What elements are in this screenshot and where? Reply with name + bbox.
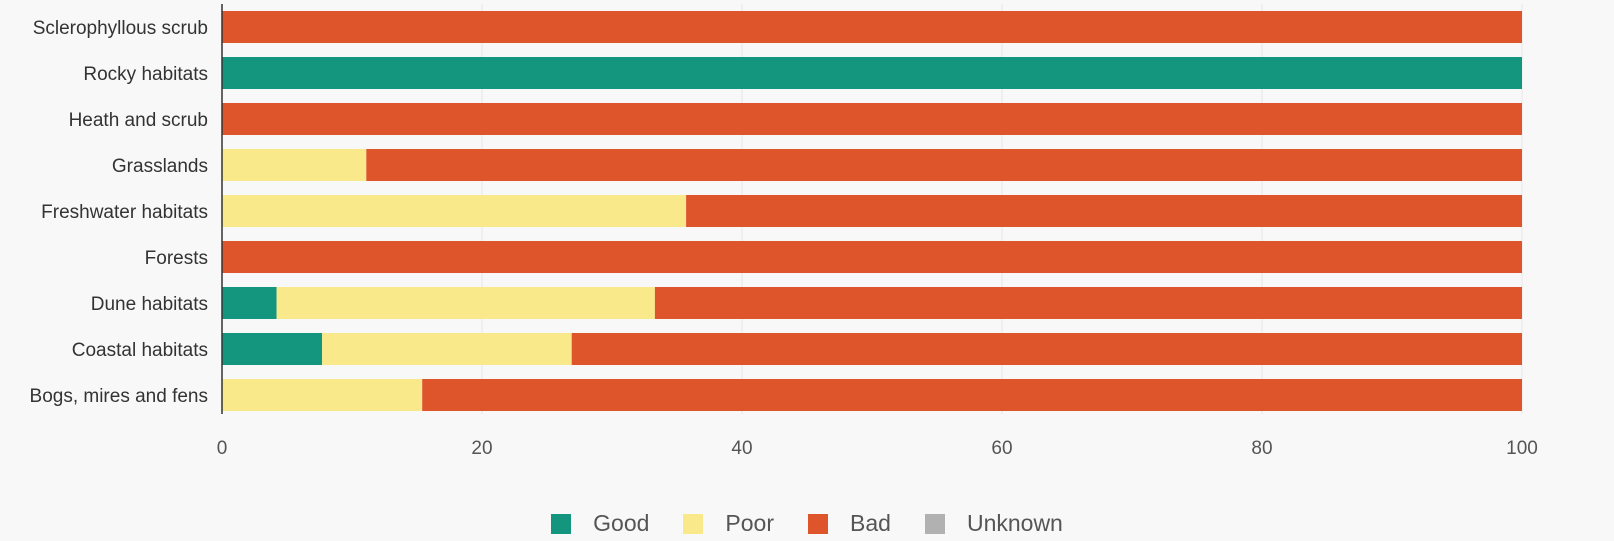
bar-segment-bad bbox=[571, 333, 1522, 365]
stacked-bar-chart: Sclerophyllous scrub Rocky habitats Heath … bbox=[30, 4, 1538, 459]
bar-segment-poor bbox=[222, 149, 367, 181]
bar-segment-bad bbox=[222, 11, 1522, 43]
category-label: Coastal habitats bbox=[72, 340, 208, 361]
legend-swatch bbox=[551, 513, 572, 534]
bar-segment-bad bbox=[422, 379, 1523, 411]
legend-swatch bbox=[808, 513, 829, 534]
legend-label: Unknown bbox=[966, 510, 1063, 536]
x-tick-label: 40 bbox=[731, 438, 752, 459]
bar-segment-good bbox=[222, 287, 277, 319]
legend-item-unknown: Unknown bbox=[924, 510, 1063, 537]
bar-segment-good bbox=[222, 57, 1522, 89]
category-label: Heath and scrub bbox=[69, 110, 208, 131]
bar-segment-bad bbox=[222, 103, 1522, 135]
legend-item-poor: Poor bbox=[683, 510, 774, 537]
bar-segment-poor bbox=[222, 195, 687, 227]
category-label: Bogs, mires and fens bbox=[30, 386, 208, 407]
legend-swatch bbox=[683, 513, 704, 534]
category-label: Rocky habitats bbox=[83, 64, 208, 85]
x-tick-label: 60 bbox=[991, 438, 1012, 459]
legend: Good Poor Bad Unknown bbox=[0, 510, 1614, 537]
x-tick-label: 80 bbox=[1251, 438, 1272, 459]
bar-segment-poor bbox=[322, 333, 572, 365]
bars bbox=[222, 11, 1523, 411]
category-labels: Sclerophyllous scrub Rocky habitats Heath … bbox=[30, 18, 208, 407]
bar-segment-poor bbox=[276, 287, 655, 319]
bar-segment-poor bbox=[222, 379, 423, 411]
bar-segment-bad bbox=[222, 241, 1522, 273]
category-label: Forests bbox=[145, 248, 208, 269]
legend-item-good: Good bbox=[551, 510, 649, 537]
category-label: Sclerophyllous scrub bbox=[33, 18, 208, 39]
legend-item-bad: Bad bbox=[808, 510, 891, 537]
category-label: Dune habitats bbox=[91, 294, 208, 315]
legend-label: Good bbox=[593, 510, 650, 536]
bar-segment-bad bbox=[366, 149, 1522, 181]
bar-segment-bad bbox=[686, 195, 1522, 227]
x-tick-label: 100 bbox=[1506, 438, 1538, 459]
x-tick-label: 0 bbox=[217, 438, 228, 459]
legend-label: Bad bbox=[850, 510, 891, 536]
bar-segment-good bbox=[222, 333, 323, 365]
category-label: Freshwater habitats bbox=[41, 202, 208, 223]
legend-label: Poor bbox=[725, 510, 775, 536]
category-label: Grasslands bbox=[112, 156, 208, 177]
bar-segment-bad bbox=[654, 287, 1522, 319]
x-tick-labels: 0 20 40 60 80 100 bbox=[217, 438, 1538, 459]
legend-swatch bbox=[924, 513, 945, 534]
x-tick-label: 20 bbox=[471, 438, 492, 459]
